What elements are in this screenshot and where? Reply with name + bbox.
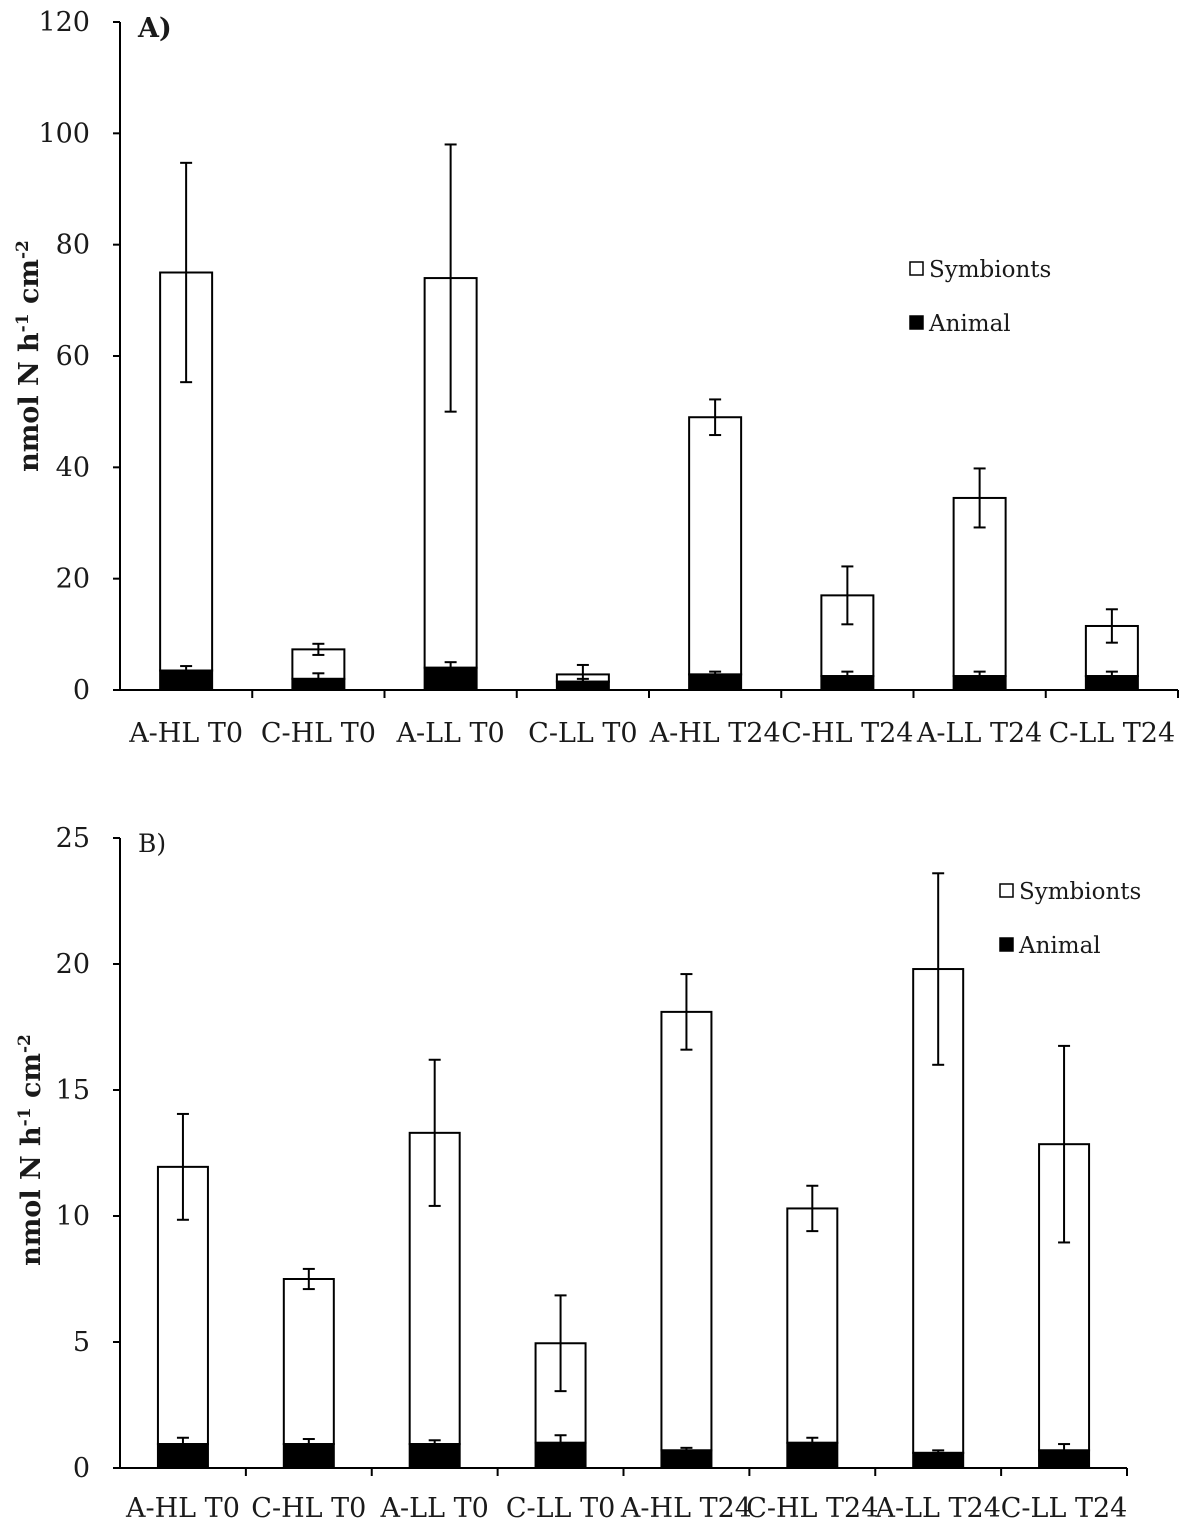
bar-animal [282,1443,335,1470]
y-tick-label: 10 [56,1201,90,1232]
bar-symbionts [660,1010,713,1452]
y-tick-label: 25 [56,823,90,854]
legend-label-symbionts: Symbionts [929,257,1051,283]
x-tick-label: C-HL T24 [746,1493,878,1524]
y-tick-label: 60 [56,341,90,372]
legend-label-animal: Animal [1018,933,1101,959]
x-tick-label: C-HL T24 [781,718,913,749]
legend-swatch-symbionts [909,261,924,276]
x-tick-label: A-HL T24 [620,1493,752,1524]
bar-animal [156,1443,209,1470]
x-tick-label: C-LL T24 [1049,718,1176,749]
legend-swatch-animal [909,315,924,330]
bar-animal [952,675,1007,691]
bar-animal [912,1451,965,1470]
legend-swatch-animal [999,937,1014,952]
legend-label-animal: Animal [928,311,1011,337]
x-tick-label: C-HL T0 [261,718,376,749]
y-tick-label: 20 [56,564,90,595]
y-tick-label: 80 [56,230,90,261]
bar-animal [1084,675,1139,691]
x-tick-label: A-LL T0 [395,718,504,749]
bar-animal [423,666,478,692]
y-tick-label: 120 [38,7,90,38]
x-tick-label: A-LL T0 [380,1493,489,1524]
y-tick-label: 15 [56,1075,90,1106]
y-tick-label: 100 [38,118,90,149]
bar-symbionts [282,1278,335,1446]
x-tick-label: A-LL T24 [916,718,1042,749]
x-tick-label: A-HL T0 [128,718,243,749]
legend-swatch-symbionts [999,883,1014,898]
panel-label: A) [137,13,172,44]
x-tick-label: C-HL T0 [251,1493,366,1524]
bar-symbionts [534,1342,587,1444]
bar-animal [408,1443,461,1470]
bar-animal [786,1441,839,1470]
bar-animal [159,669,214,691]
bar-animal [291,677,346,691]
y-tick-label: 0 [73,675,90,706]
y-tick-label: 0 [73,1453,90,1484]
x-tick-label: A-HL T0 [125,1493,240,1524]
bar-animal [1038,1449,1091,1469]
bar-symbionts [786,1207,839,1444]
y-tick-label: 20 [56,949,90,980]
bar-animal [660,1449,713,1469]
bar-symbionts [688,416,743,676]
chart-panel-a: 0 20 40 60 80 100 120 A-HL T0 C-HL T0 A-LL T0 C-LL… [13,7,1179,749]
x-tick-label: C-LL T24 [1001,1493,1128,1524]
x-tick-label: A-HL T24 [649,718,781,749]
y-tick-label: 40 [56,452,90,483]
panel-label: B) [138,829,166,858]
x-tick-label: A-LL T24 [874,1493,1000,1524]
bar-animal [534,1441,587,1470]
legend-label-symbionts: Symbionts [1019,879,1141,905]
y-tick-label: 5 [73,1327,90,1358]
y-axis-label: nmol N h-1 cm-2 [15,1034,47,1266]
x-tick-label: C-LL T0 [528,718,637,749]
x-tick-label: C-LL T0 [506,1493,615,1524]
bar-animal [820,675,875,691]
bar-animal [688,673,743,691]
y-axis-label: nmol N h-1 cm-2 [13,240,45,472]
